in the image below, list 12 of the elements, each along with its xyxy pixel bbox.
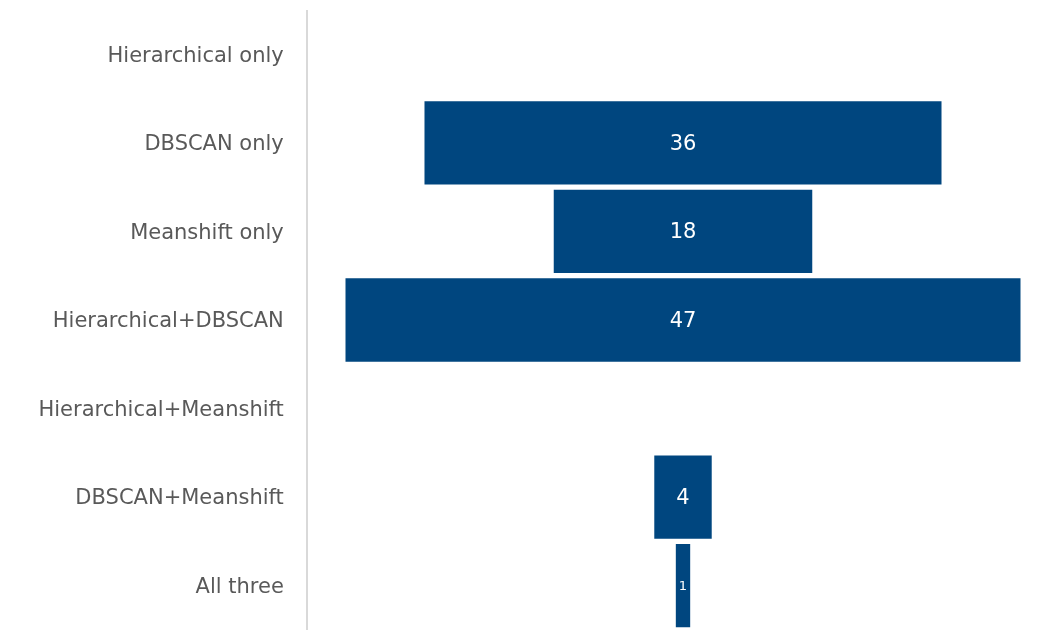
category-label: DBSCAN+Meanshift [75, 485, 284, 510]
data-label: 18 [669, 219, 697, 244]
data-label: 47 [669, 308, 697, 332]
category-label: Hierarchical only [107, 42, 284, 67]
category-label: All three [195, 574, 284, 599]
category-label: Hierarchical+Meanshift [38, 396, 284, 421]
category-label: DBSCAN only [144, 131, 284, 156]
data-label: 4 [676, 485, 690, 510]
category-label: Meanshift only [130, 219, 284, 244]
data-label: 1 [678, 578, 688, 594]
category-label: Hierarchical+DBSCAN [52, 308, 284, 333]
data-label: 36 [669, 130, 697, 155]
